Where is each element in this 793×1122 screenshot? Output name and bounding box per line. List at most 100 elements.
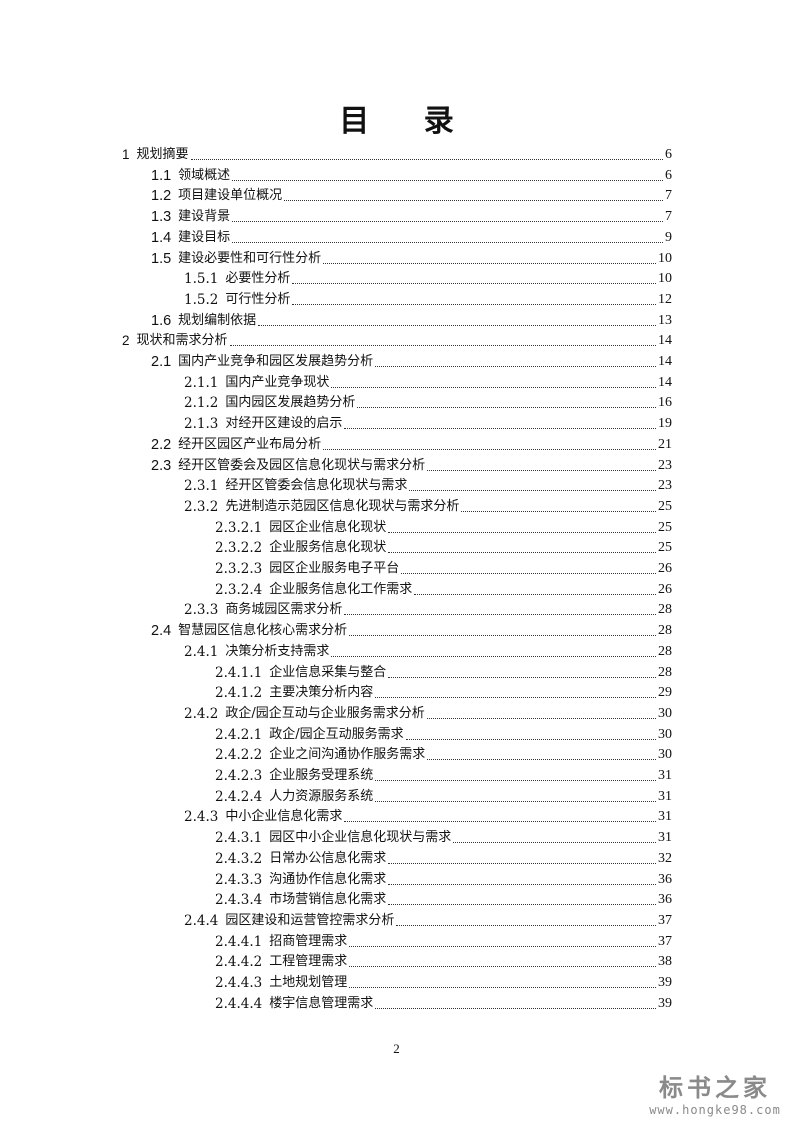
toc-entry-page: 9 [665,229,672,245]
toc-entry-page: 36 [658,892,672,908]
toc-entry[interactable]: 2.4.2.3 企业服务受理系统 31 [215,765,672,785]
toc-entry-page: 21 [658,436,672,452]
toc-entry-number: 2.1.2 [184,395,219,412]
toc-entry[interactable]: 2.3.1 经开区管委会信息化现状与需求 23 [184,475,672,495]
toc-entry[interactable]: 1.5.1 必要性分析 10 [184,268,672,288]
toc-entry-page: 37 [658,933,672,949]
toc-entry[interactable]: 2.4.3.1 园区中小企业信息化现状与需求 31 [215,827,672,847]
toc-entry-page: 25 [658,540,672,556]
toc-entry[interactable]: 2.2 经开区园区产业布局分析 21 [151,434,672,454]
toc-entry-page: 6 [665,167,672,183]
toc-leader-dots [375,800,656,802]
toc-entry-page: 39 [658,995,672,1011]
toc-leader-dots [375,1007,656,1009]
toc-entry-number: 2.4.2.1 [215,726,263,743]
toc-entry[interactable]: 1.1 领域概述 6 [151,165,672,185]
toc-entry-number: 2.4.3 [184,809,219,826]
toc-leader-dots [232,221,663,223]
toc-entry[interactable]: 2.4.3.2 日常办公信息化需求 32 [215,848,672,868]
toc-entry[interactable]: 2 现状和需求分析 14 [122,330,672,350]
toc-leader-dots [349,966,656,968]
toc-leader-dots [190,159,663,160]
toc-entry[interactable]: 2.4.3 中小企业信息化需求 31 [184,806,672,826]
toc-entry[interactable]: 2.3.2.1 园区企业信息化现状 25 [215,517,672,537]
toc-entry[interactable]: 2.4.4.4 楼宇信息管理需求 39 [215,993,672,1013]
toc-entry-number: 2.4.3.3 [215,871,263,888]
toc-leader-dots [344,821,656,823]
toc-leader-dots [349,945,656,947]
toc-entry[interactable]: 1.5.2 可行性分析 12 [184,289,672,309]
toc-entry-number: 2.2 [151,436,172,453]
toc-entry[interactable]: 2.4.2.1 政企/园企互动服务需求 30 [215,724,672,744]
toc-leader-dots [323,262,656,264]
toc-entry-title: 经开区园区产业布局分析 [178,436,322,452]
toc-entry[interactable]: 1.3 建设背景 7 [151,206,672,226]
toc-entry-title: 规划摘要 [136,147,189,162]
toc-entry[interactable]: 2.4.2.2 企业之间沟通协作服务需求 30 [215,744,672,764]
toc-entry-number: 1.5 [151,250,172,267]
toc-entry[interactable]: 2.3.2 先进制造示范园区信息化现状与需求分析 25 [184,496,672,516]
toc-entry-title: 园区企业信息化现状 [269,519,387,535]
toc-entry[interactable]: 2.1.2 国内园区发展趋势分析 16 [184,392,672,412]
toc-entry[interactable]: 2.4.3.3 沟通协作信息化需求 36 [215,869,672,889]
toc-entry[interactable]: 2.4.4.2 工程管理需求 38 [215,951,672,971]
toc-entry-number: 2.1.3 [184,416,219,433]
toc-entry-number: 2.4.2.3 [215,768,263,784]
toc-entry-page: 26 [658,581,672,597]
toc-leader-dots [388,862,656,864]
toc-entry-number: 2.4.3.2 [215,850,263,867]
toc-entry[interactable]: 2.3 经开区管委会及园区信息化现状与需求分析 23 [151,455,672,475]
toc-leader-dots [323,448,656,450]
toc-entry[interactable]: 2.4 智慧园区信息化核心需求分析 28 [151,620,672,640]
toc-entry-page: 7 [665,209,672,225]
toc-entry-page: 28 [658,664,672,680]
toc-entry-page: 19 [658,416,672,432]
toc-entry-number: 2.4.4.1 [215,933,263,950]
toc-entry-title: 政企/园企互动服务需求 [269,726,404,742]
toc-entry-page: 14 [658,333,672,349]
toc-entry[interactable]: 1.4 建设目标 9 [151,227,672,247]
toc-entry[interactable]: 2.4.4.1 招商管理需求 37 [215,931,672,951]
toc-entry[interactable]: 2.3.2.4 企业服务信息化工作需求 26 [215,579,672,599]
toc-leader-dots [427,469,656,471]
toc-leader-dots [292,303,656,305]
toc-entry-number: 2.3.2.1 [215,519,263,536]
toc-leader-dots [401,573,656,574]
toc-entry[interactable]: 2.4.4 园区建设和运营管控需求分析 37 [184,910,672,930]
toc-entry[interactable]: 1.2 项目建设单位概况 7 [151,185,672,205]
toc-entry[interactable]: 2.3.3 商务城园区需求分析 28 [184,599,672,619]
toc-leader-dots [414,593,656,595]
toc-entry-page: 14 [658,374,672,390]
toc-leader-dots [349,635,656,637]
toc-entry-number: 1.3 [151,209,172,226]
toc-entry[interactable]: 2.4.2 政企/园企互动与企业服务需求分析 30 [184,703,672,723]
toc-entry-page: 31 [658,809,672,825]
toc-entry-title: 国内产业竞争和园区发展趋势分析 [178,354,374,369]
toc-leader-dots [409,490,656,492]
toc-entry-number: 2.3.2.4 [215,581,263,598]
toc-entry[interactable]: 2.3.2.3 园区企业服务电子平台 26 [215,558,672,578]
toc-entry[interactable]: 2.4.1 决策分析支持需求 28 [184,641,672,661]
toc-entry[interactable]: 2.4.4.3 土地规划管理 39 [215,972,672,992]
toc-entry-number: 2.4 [151,623,172,640]
toc-entry[interactable]: 2.4.1.1 企业信息采集与整合 28 [215,662,672,682]
toc-leader-dots [344,614,656,616]
page-number: 2 [393,1041,400,1056]
toc-entry-number: 1.5.2 [184,291,219,308]
toc-entry[interactable]: 2.4.2.4 人力资源服务系统 31 [215,786,672,806]
toc-entry[interactable]: 2.3.2.2 企业服务信息化现状 25 [215,537,672,557]
toc-entry[interactable]: 2.1 国内产业竞争和园区发展趋势分析 14 [151,351,672,371]
toc-entry[interactable]: 2.1.1 国内产业竞争现状 14 [184,372,672,392]
watermark-logo-text: 标书之家 [659,1074,771,1102]
toc-entry[interactable]: 2.1.3 对经开区建设的启示 19 [184,413,672,433]
toc-entry[interactable]: 2.4.3.4 市场营销信息化需求 36 [215,889,672,909]
toc-entry[interactable]: 1 规划摘要 6 [122,144,672,164]
toc-entry[interactable]: 1.6 规划编制依据 13 [151,310,672,330]
toc-leader-dots [232,179,663,181]
toc-entry-title: 企业服务信息化工作需求 [269,581,413,597]
toc-entry-title: 经开区管委会信息化现状与需求 [225,478,408,494]
toc-entry-title: 主要决策分析内容 [269,685,374,701]
toc-entry-title: 现状和需求分析 [136,333,228,349]
toc-entry[interactable]: 2.4.1.2 主要决策分析内容 29 [215,682,672,702]
toc-entry[interactable]: 1.5 建设必要性和可行性分析 10 [151,248,672,268]
